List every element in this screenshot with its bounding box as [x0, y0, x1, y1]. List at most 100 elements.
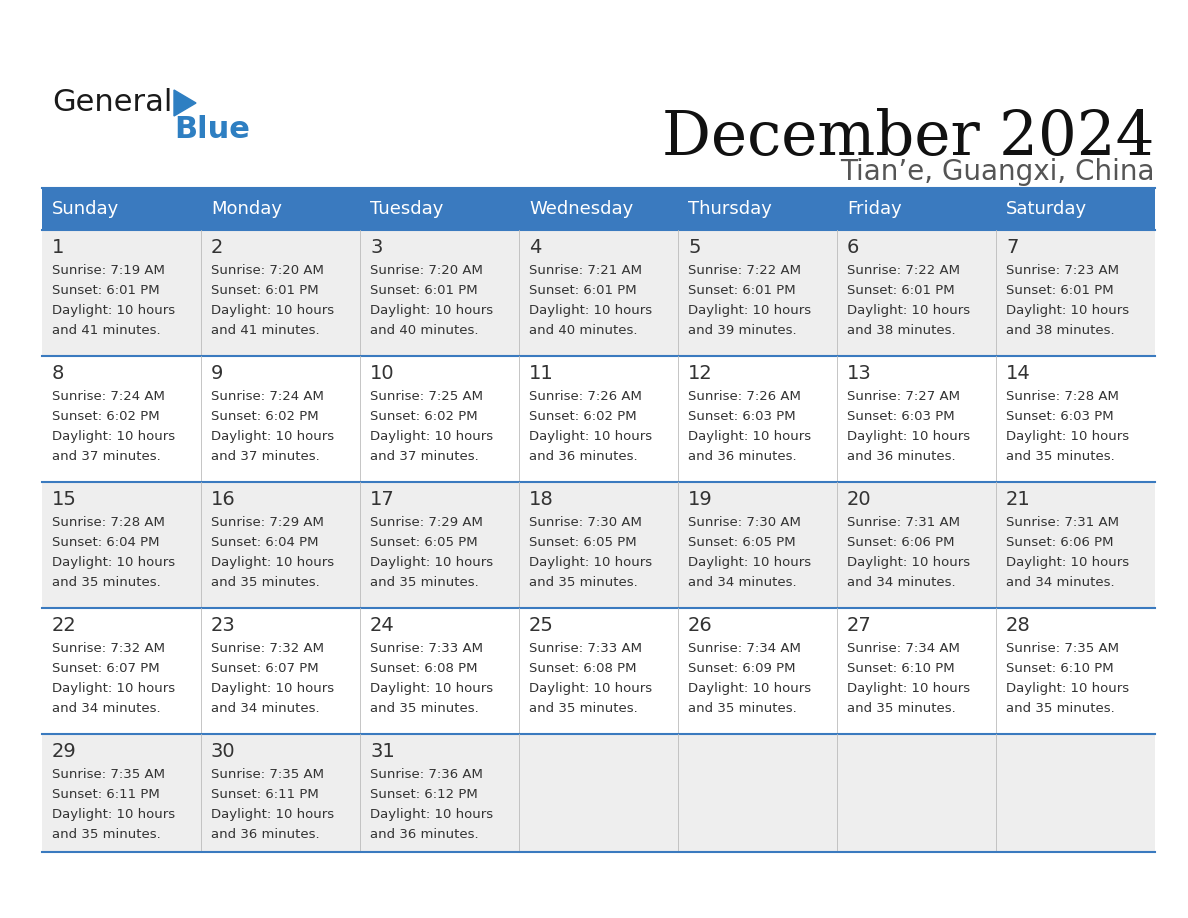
Text: 20: 20 — [847, 490, 872, 509]
Text: 16: 16 — [211, 490, 235, 509]
Text: 9: 9 — [211, 364, 223, 383]
Text: Sunrise: 7:34 AM: Sunrise: 7:34 AM — [847, 642, 960, 655]
Text: Sunrise: 7:24 AM: Sunrise: 7:24 AM — [52, 390, 165, 403]
Polygon shape — [173, 90, 196, 116]
Text: Daylight: 10 hours: Daylight: 10 hours — [369, 430, 493, 443]
Text: Sunrise: 7:36 AM: Sunrise: 7:36 AM — [369, 768, 482, 781]
Text: Sunrise: 7:32 AM: Sunrise: 7:32 AM — [52, 642, 165, 655]
Text: 12: 12 — [688, 364, 713, 383]
Bar — [42, 230, 1155, 356]
Text: and 36 minutes.: and 36 minutes. — [529, 450, 638, 463]
Text: and 41 minutes.: and 41 minutes. — [211, 324, 320, 337]
Text: Sunset: 6:05 PM: Sunset: 6:05 PM — [369, 536, 478, 549]
Text: Sunrise: 7:31 AM: Sunrise: 7:31 AM — [1006, 516, 1119, 529]
Text: and 40 minutes.: and 40 minutes. — [529, 324, 638, 337]
Text: Sunrise: 7:22 AM: Sunrise: 7:22 AM — [847, 264, 960, 277]
Text: 10: 10 — [369, 364, 394, 383]
Text: and 35 minutes.: and 35 minutes. — [529, 702, 638, 715]
Text: Daylight: 10 hours: Daylight: 10 hours — [369, 682, 493, 695]
Text: Sunrise: 7:29 AM: Sunrise: 7:29 AM — [369, 516, 482, 529]
Text: Daylight: 10 hours: Daylight: 10 hours — [369, 556, 493, 569]
Text: Sunset: 6:07 PM: Sunset: 6:07 PM — [211, 662, 318, 675]
Text: Daylight: 10 hours: Daylight: 10 hours — [847, 556, 971, 569]
Bar — [42, 188, 201, 230]
Text: Sunset: 6:10 PM: Sunset: 6:10 PM — [847, 662, 955, 675]
Text: Sunset: 6:08 PM: Sunset: 6:08 PM — [369, 662, 478, 675]
Text: and 36 minutes.: and 36 minutes. — [847, 450, 955, 463]
Text: Sunday: Sunday — [52, 200, 119, 218]
Text: Sunrise: 7:25 AM: Sunrise: 7:25 AM — [369, 390, 484, 403]
Text: Sunrise: 7:33 AM: Sunrise: 7:33 AM — [529, 642, 642, 655]
Text: Sunrise: 7:20 AM: Sunrise: 7:20 AM — [369, 264, 482, 277]
Text: Daylight: 10 hours: Daylight: 10 hours — [1006, 556, 1129, 569]
Text: Daylight: 10 hours: Daylight: 10 hours — [211, 556, 334, 569]
Text: Sunrise: 7:26 AM: Sunrise: 7:26 AM — [529, 390, 642, 403]
Text: Sunset: 6:02 PM: Sunset: 6:02 PM — [369, 410, 478, 423]
Text: 4: 4 — [529, 238, 542, 257]
Text: December 2024: December 2024 — [663, 108, 1155, 168]
Text: Sunset: 6:03 PM: Sunset: 6:03 PM — [847, 410, 955, 423]
Text: 5: 5 — [688, 238, 701, 257]
Text: 21: 21 — [1006, 490, 1031, 509]
Text: Sunset: 6:09 PM: Sunset: 6:09 PM — [688, 662, 796, 675]
Text: Daylight: 10 hours: Daylight: 10 hours — [847, 682, 971, 695]
Text: Daylight: 10 hours: Daylight: 10 hours — [211, 304, 334, 317]
Text: Sunset: 6:01 PM: Sunset: 6:01 PM — [369, 284, 478, 297]
Bar — [519, 188, 678, 230]
Bar — [996, 188, 1155, 230]
Text: and 36 minutes.: and 36 minutes. — [211, 828, 320, 841]
Text: Daylight: 10 hours: Daylight: 10 hours — [211, 682, 334, 695]
Text: and 36 minutes.: and 36 minutes. — [688, 450, 797, 463]
Text: 24: 24 — [369, 616, 394, 635]
Text: Daylight: 10 hours: Daylight: 10 hours — [52, 304, 175, 317]
Text: 18: 18 — [529, 490, 554, 509]
Bar — [42, 734, 1155, 852]
Text: Sunrise: 7:30 AM: Sunrise: 7:30 AM — [688, 516, 801, 529]
Text: Daylight: 10 hours: Daylight: 10 hours — [52, 430, 175, 443]
Text: Sunrise: 7:28 AM: Sunrise: 7:28 AM — [52, 516, 165, 529]
Text: and 40 minutes.: and 40 minutes. — [369, 324, 479, 337]
Text: Sunset: 6:04 PM: Sunset: 6:04 PM — [211, 536, 318, 549]
Text: Tian’e, Guangxi, China: Tian’e, Guangxi, China — [840, 158, 1155, 186]
Text: 28: 28 — [1006, 616, 1031, 635]
Text: and 34 minutes.: and 34 minutes. — [52, 702, 160, 715]
Text: Sunrise: 7:20 AM: Sunrise: 7:20 AM — [211, 264, 324, 277]
Text: and 35 minutes.: and 35 minutes. — [847, 702, 956, 715]
Text: Sunset: 6:01 PM: Sunset: 6:01 PM — [847, 284, 955, 297]
Text: Sunset: 6:05 PM: Sunset: 6:05 PM — [529, 536, 637, 549]
Bar — [42, 356, 1155, 482]
Text: Daylight: 10 hours: Daylight: 10 hours — [688, 430, 811, 443]
Text: 30: 30 — [211, 742, 235, 761]
Text: and 35 minutes.: and 35 minutes. — [369, 702, 479, 715]
Text: Sunset: 6:03 PM: Sunset: 6:03 PM — [688, 410, 796, 423]
Text: Sunrise: 7:21 AM: Sunrise: 7:21 AM — [529, 264, 642, 277]
Text: 19: 19 — [688, 490, 713, 509]
Text: 14: 14 — [1006, 364, 1031, 383]
Text: Sunrise: 7:22 AM: Sunrise: 7:22 AM — [688, 264, 801, 277]
Text: Sunset: 6:01 PM: Sunset: 6:01 PM — [688, 284, 796, 297]
Text: Tuesday: Tuesday — [369, 200, 443, 218]
Text: 26: 26 — [688, 616, 713, 635]
Text: 27: 27 — [847, 616, 872, 635]
Text: Sunset: 6:11 PM: Sunset: 6:11 PM — [211, 788, 318, 801]
Text: and 34 minutes.: and 34 minutes. — [688, 576, 797, 589]
Text: and 35 minutes.: and 35 minutes. — [369, 576, 479, 589]
Text: Daylight: 10 hours: Daylight: 10 hours — [211, 808, 334, 821]
Text: General: General — [52, 88, 172, 117]
Text: 29: 29 — [52, 742, 77, 761]
Text: and 35 minutes.: and 35 minutes. — [52, 828, 160, 841]
Text: Sunset: 6:03 PM: Sunset: 6:03 PM — [1006, 410, 1113, 423]
Text: Sunrise: 7:35 AM: Sunrise: 7:35 AM — [1006, 642, 1119, 655]
Text: 13: 13 — [847, 364, 872, 383]
Bar — [201, 188, 360, 230]
Text: Daylight: 10 hours: Daylight: 10 hours — [529, 682, 652, 695]
Text: Sunset: 6:08 PM: Sunset: 6:08 PM — [529, 662, 637, 675]
Text: 31: 31 — [369, 742, 394, 761]
Text: and 35 minutes.: and 35 minutes. — [688, 702, 797, 715]
Text: Daylight: 10 hours: Daylight: 10 hours — [529, 430, 652, 443]
Text: 2: 2 — [211, 238, 223, 257]
Bar — [678, 188, 838, 230]
Text: and 34 minutes.: and 34 minutes. — [847, 576, 955, 589]
Text: Daylight: 10 hours: Daylight: 10 hours — [211, 430, 334, 443]
Text: and 37 minutes.: and 37 minutes. — [369, 450, 479, 463]
